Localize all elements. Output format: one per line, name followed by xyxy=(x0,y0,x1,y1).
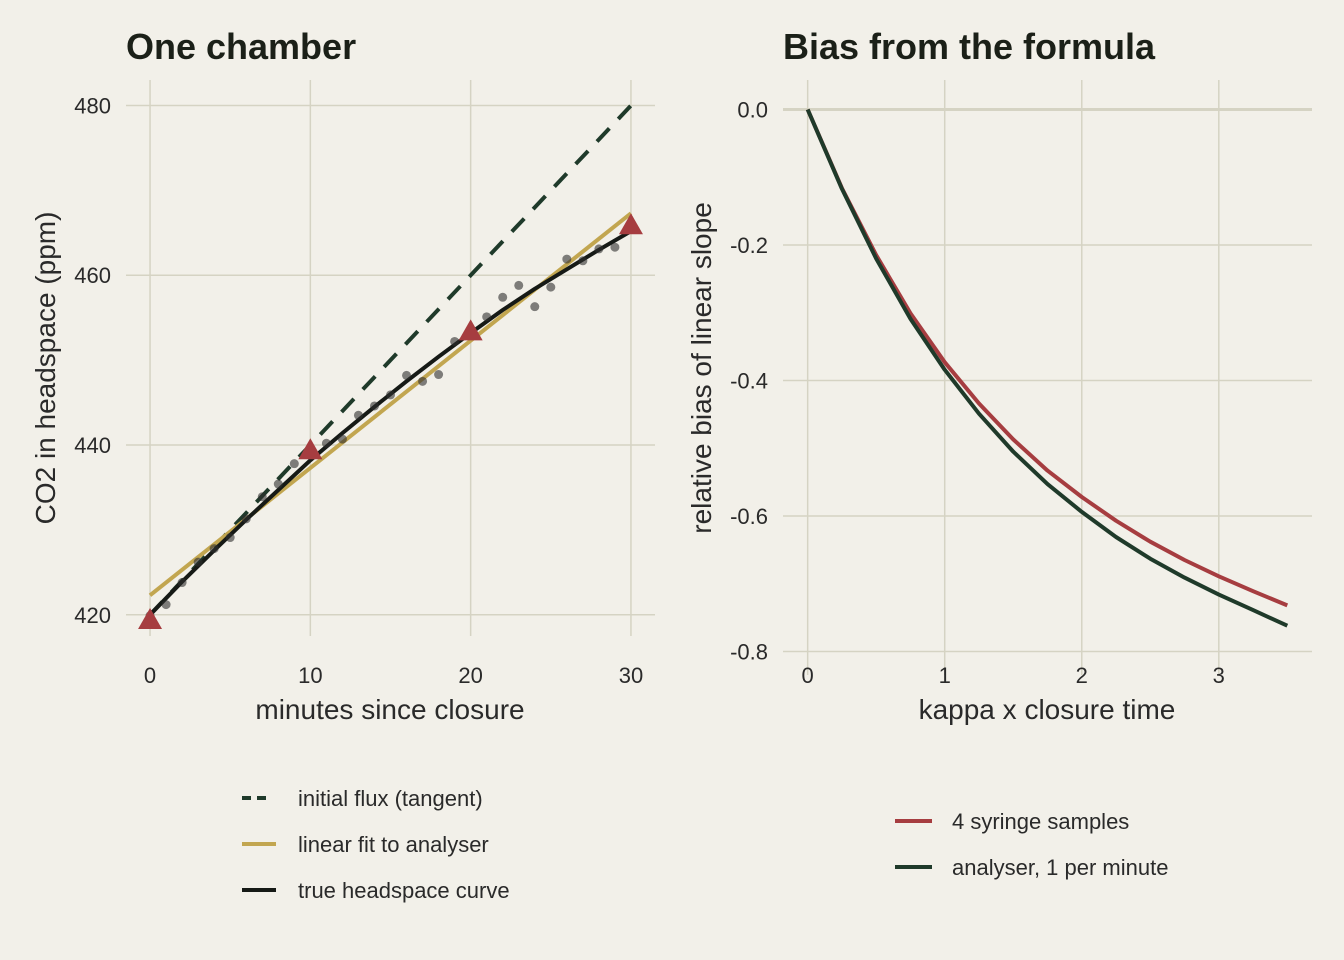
right-x-tick-1: 1 xyxy=(939,663,951,688)
right-y-tick-1: -0.2 xyxy=(730,233,768,258)
analyser-point xyxy=(498,292,508,302)
analyser-point xyxy=(514,280,524,290)
left-y-tick-3: 480 xyxy=(74,93,111,118)
syringe-sample-marker xyxy=(458,319,483,341)
legend-label-syringe: 4 syringe samples xyxy=(952,809,1129,834)
analyser-point xyxy=(321,438,331,448)
analyser-point xyxy=(353,410,363,420)
analyser-point xyxy=(610,242,620,252)
left-y-tick-2: 460 xyxy=(74,263,111,288)
left-y-tick-labels: 420 440 460 480 xyxy=(74,93,111,627)
right-y-tick-2: -0.4 xyxy=(730,369,768,394)
left-x-tick-labels: 0 10 20 30 xyxy=(144,663,643,688)
right-x-tick-2: 2 xyxy=(1076,663,1088,688)
right-series-lines xyxy=(805,108,1289,628)
analyser-point xyxy=(209,544,219,554)
analyser-point xyxy=(177,578,187,588)
analyser-point xyxy=(546,282,556,292)
analyser-point xyxy=(289,459,299,469)
analyser-point xyxy=(193,557,203,567)
right-y-tick-3: -0.6 xyxy=(730,504,768,529)
left-syringe-markers xyxy=(138,213,643,630)
syringe-sample-marker xyxy=(298,438,323,460)
analyser-point xyxy=(337,434,347,444)
right-legend: 4 syringe samples analyser, 1 per minute xyxy=(895,809,1168,880)
analyser-point xyxy=(562,254,572,264)
analyser-point xyxy=(578,256,588,266)
analyser-point xyxy=(594,244,604,254)
analyser-point xyxy=(402,370,412,380)
panel-bias: Bias from the formula 0.0 -0.2 -0.4 -0.6 -0.… xyxy=(686,26,1312,880)
legend-label-tangent: initial flux (tangent) xyxy=(298,786,483,811)
left-x-tick-1: 10 xyxy=(298,663,322,688)
analyser-point xyxy=(257,492,267,502)
right-x-tick-0: 0 xyxy=(802,663,814,688)
left-x-tick-3: 30 xyxy=(619,663,643,688)
left-y-tick-1: 440 xyxy=(74,433,111,458)
left-x-tick-2: 20 xyxy=(458,663,482,688)
right-y-tick-4: -0.8 xyxy=(730,639,768,664)
analyser-point xyxy=(161,600,171,610)
syringe-sample-marker xyxy=(138,608,163,630)
left-y-axis-label: CO2 in headspace (ppm) xyxy=(30,212,61,525)
right-x-tick-labels: 0 1 2 3 xyxy=(802,663,1225,688)
analyser-point xyxy=(241,514,251,524)
analyser-bias-line xyxy=(805,108,1289,628)
left-x-tick-0: 0 xyxy=(144,663,156,688)
right-chart-title: Bias from the formula xyxy=(783,26,1156,67)
syringe-sample-marker xyxy=(618,213,643,235)
right-y-tick-labels: 0.0 -0.2 -0.4 -0.6 -0.8 xyxy=(730,98,768,665)
right-y-axis-label: relative bias of linear slope xyxy=(686,202,717,534)
analyser-point xyxy=(418,376,428,386)
syringe-bias-line xyxy=(805,108,1289,608)
left-gridlines xyxy=(126,80,655,636)
analyser-point xyxy=(450,336,460,346)
right-x-tick-3: 3 xyxy=(1213,663,1225,688)
analyser-point xyxy=(530,302,540,312)
analyser-point xyxy=(386,390,395,400)
analyser-point xyxy=(482,312,492,322)
legend-label-linear-fit: linear fit to analyser xyxy=(298,832,489,857)
right-x-axis-label: kappa x closure time xyxy=(919,694,1176,725)
analyser-point xyxy=(434,370,444,380)
panel-one-chamber: One chamber 420 440 460 480 0 10 20 30 minutes… xyxy=(30,26,655,903)
right-y-tick-0: 0.0 xyxy=(737,98,768,123)
analyser-point xyxy=(225,533,235,543)
analyser-point xyxy=(369,401,379,411)
left-y-tick-0: 420 xyxy=(74,603,111,628)
legend-label-analyser: analyser, 1 per minute xyxy=(952,855,1168,880)
left-chart-title: One chamber xyxy=(126,26,356,67)
legend-label-true-curve: true headspace curve xyxy=(298,878,510,903)
tangent-line xyxy=(148,104,633,617)
left-x-axis-label: minutes since closure xyxy=(255,694,524,725)
left-legend: initial flux (tangent) linear fit to ana… xyxy=(242,786,510,903)
analyser-point xyxy=(273,479,283,489)
